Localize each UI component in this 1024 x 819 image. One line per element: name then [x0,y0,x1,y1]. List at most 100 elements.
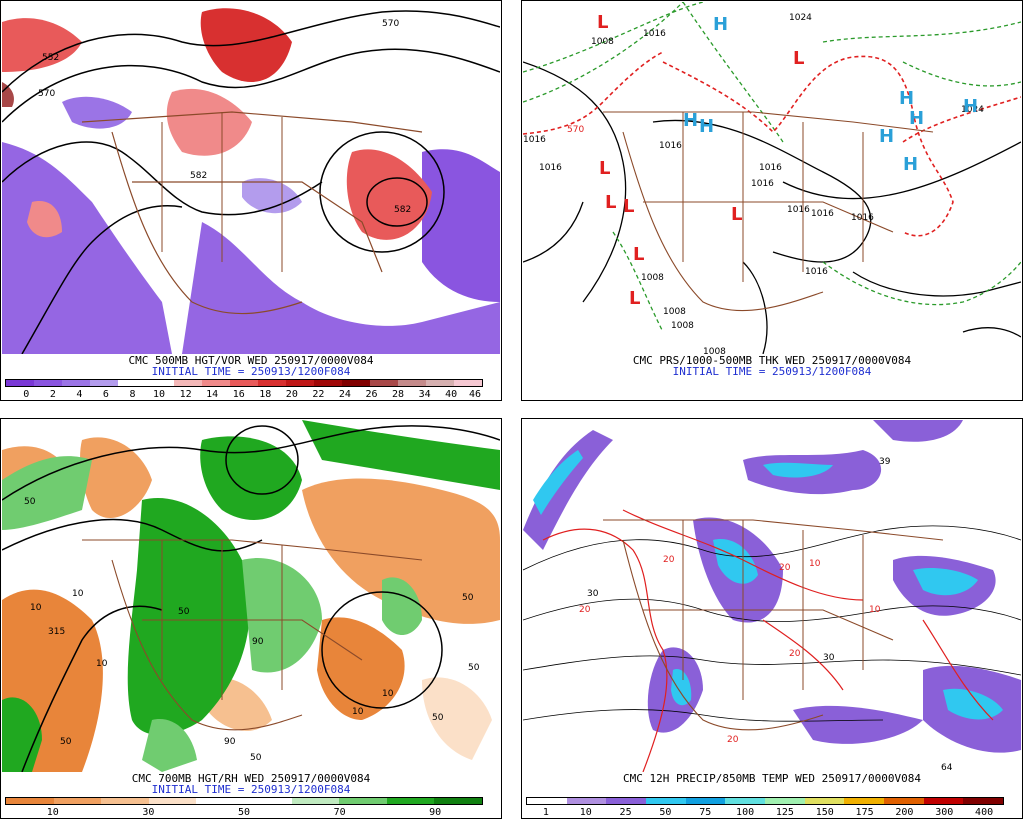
legend-label: 2 [49,389,56,400]
isobar-label: 1016 [811,209,834,219]
low-pressure-marker: L [629,288,640,309]
legend-label: 22 [312,389,325,400]
legend-label: 100 [736,807,755,818]
low-pressure-marker: L [793,48,804,69]
legend-labels: 0 2 4 6 8 10 12 14 16 18 20 22 24 26 28 34 40 46 [5,389,483,400]
legend-swatch [53,798,102,804]
legend-swatch [454,380,482,386]
panel-title: CMC 12H PRECIP/850MB TEMP WED 250917/000… [622,772,921,785]
legend-swatch [527,798,567,804]
legend-label: 10 [153,389,166,400]
legend-swatch [196,798,244,804]
contour-label: 50 [60,737,72,747]
legend-swatch [804,798,845,804]
temperature-label: 30 [587,589,599,599]
legend-swatch [884,798,924,804]
legend-label: 16 [232,389,245,400]
color-legend [5,797,483,805]
contour-label: 90 [224,737,236,747]
legend-label: 24 [338,389,351,400]
panel-700mb-hgt-rh: 315 50 10 90 50 10 10 90 50 10 50 50 50 … [0,418,502,819]
temperature-label: 30 [823,653,835,663]
isobar-label: 1008 [591,37,614,47]
low-pressure-marker: L [623,196,634,217]
legend-label: 34 [418,389,431,400]
high-pressure-marker: H [909,108,924,129]
contour-label: 552 [42,53,59,63]
legend-swatch [606,798,647,804]
legend-label: 28 [392,389,405,400]
legend-swatch [286,380,314,386]
isobar-label: 1008 [641,273,664,283]
legend-label: 6 [102,389,109,400]
legend-label: 150 [815,807,834,818]
legend-label: 20 [285,389,298,400]
contour-label: 50 [462,593,474,603]
legend-swatch [646,798,686,804]
legend-label: 175 [855,807,874,818]
panel-prs-thickness: 1008 1016 1024 1016 1016 1016 1016 1016 … [521,0,1023,401]
temperature-label: 10 [869,605,881,615]
panel-500mb-hgt-vor: 570 582 570 552 582 CMC 500MB HGT/VOR WE… [0,0,502,401]
low-pressure-marker: L [731,204,742,225]
contour-label: 90 [252,637,264,647]
legend-swatch [230,380,258,386]
legend-swatch [765,798,805,804]
contour-label: 50 [24,497,36,507]
isobar-label: 1024 [961,105,984,115]
isobar-label: 1016 [787,205,810,215]
panel-title: CMC 700MB HGT/RH WED 250917/0000V084 [131,772,371,785]
legend-swatch [342,380,370,386]
legend-swatch [291,798,340,804]
contour-label: 10 [352,707,364,717]
legend-label: 200 [895,807,914,818]
isobar-label: 1016 [751,179,774,189]
isobar-label: 1008 [703,347,726,354]
map-500mb-vorticity: 570 582 570 552 582 [2,2,500,354]
legend-swatch [243,798,292,804]
legend-label: 46 [468,389,482,400]
legend-labels: 1 10 25 50 75 100 125 150 175 200 300 400 [526,807,1004,818]
initial-time: INITIAL TIME = 250913/1200F084 [151,783,351,796]
legend-label: 8 [129,389,136,400]
temperature-label: 39 [879,457,891,467]
legend-label: 1 [542,807,549,818]
legend-label: 18 [259,389,272,400]
legend-swatch [90,380,118,386]
legend-swatch [370,380,398,386]
isobar-label: 1016 [759,163,782,173]
map-700mb-humidity: 315 50 10 90 50 10 10 90 50 10 50 50 50 … [2,420,500,772]
panel-title: CMC 500MB HGT/VOR WED 250917/0000V084 [128,354,374,367]
legend-swatch [963,798,1004,804]
isobar-label: 1016 [539,163,562,173]
contour-label: 10 [72,589,84,599]
thickness-label: 570 [567,125,584,135]
contour-label: 50 [468,663,480,673]
panel-title: CMC PRS/1000-500MB THK WED 250917/0000V0… [632,354,912,367]
contour-label: 50 [250,753,262,763]
legend-label: 14 [206,389,219,400]
contour-label: 50 [432,713,444,723]
legend-swatch [434,798,482,804]
color-legend [526,797,1004,805]
legend-swatch [685,798,726,804]
high-pressure-marker: H [879,126,894,147]
legend-label: 25 [619,807,632,818]
initial-time: INITIAL TIME = 250913/1200F084 [672,365,872,378]
legend-swatch [566,798,607,804]
contour-label: 50 [178,607,190,617]
high-pressure-marker: H [683,110,698,131]
isobar-label: 1008 [663,307,686,317]
legend-label: 26 [365,389,378,400]
legend-swatch [398,380,426,386]
legend-label: 125 [775,807,794,818]
legend-swatch [6,798,54,804]
legend-swatch [202,380,230,386]
contour-label: 10 [382,689,394,699]
legend-swatch [6,380,34,386]
legend-swatch [148,798,197,804]
legend-label: 4 [76,389,83,400]
legend-label: 400 [975,807,994,818]
legend-label: 40 [445,389,458,400]
contour-label: 10 [96,659,108,669]
